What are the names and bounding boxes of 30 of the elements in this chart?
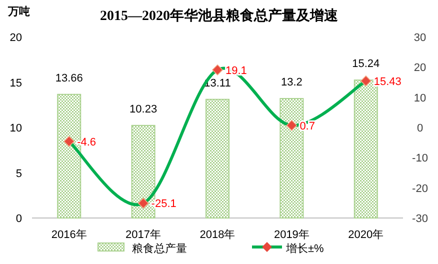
data-label: 15.43 <box>374 76 402 88</box>
y2-tick-label: 20 <box>414 62 426 74</box>
y2-tick-label: -10 <box>412 152 428 165</box>
y2-tick-label: -30 <box>412 213 428 225</box>
chart-title: 2015—2020年华池县粮食总产量及增速 <box>100 7 339 24</box>
data-label: -25.1 <box>151 198 176 210</box>
y-tick-label: 20 <box>10 32 22 44</box>
y-axis-title: 万吨 <box>7 5 30 18</box>
data-label: 15.24 <box>352 58 380 70</box>
y2-tick-label: -20 <box>412 182 428 195</box>
legend-label: 粮食总产量 <box>132 242 187 255</box>
x-tick-label: 2020年 <box>348 229 384 241</box>
x-tick-label: 2016年 <box>51 229 87 241</box>
data-label: 10.23 <box>130 103 158 116</box>
data-label: -4.6 <box>77 136 96 148</box>
legend-label: 增长±% <box>285 242 324 255</box>
data-label: 0.7 <box>300 120 315 132</box>
x-tick-label: 2018年 <box>200 229 236 241</box>
x-tick-label: 2019年 <box>274 229 310 241</box>
y2-tick-label: 10 <box>414 92 426 104</box>
y-tick-label: 10 <box>10 122 22 134</box>
x-tick-label: 2017年 <box>126 229 162 241</box>
y-tick-label: 0 <box>16 213 22 225</box>
bar <box>206 98 230 218</box>
y-tick-label: 5 <box>16 168 22 180</box>
y-tick-label: 15 <box>10 77 22 90</box>
y2-tick-label: 30 <box>414 32 426 44</box>
data-label: 13.2 <box>280 76 302 89</box>
y2-tick-label: 0 <box>416 122 424 134</box>
data-label: 13.66 <box>55 72 83 84</box>
